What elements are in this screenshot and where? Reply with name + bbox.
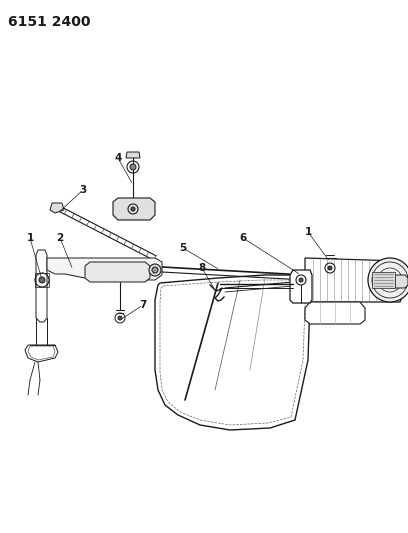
Polygon shape [50,203,64,213]
Polygon shape [372,272,395,288]
Circle shape [39,277,45,283]
Polygon shape [47,258,162,280]
Text: 1: 1 [27,233,33,243]
Text: 6: 6 [239,233,246,243]
Circle shape [71,268,75,272]
Polygon shape [305,258,402,302]
Text: 2: 2 [56,233,64,243]
Circle shape [328,266,332,270]
Polygon shape [305,302,365,324]
Text: 3: 3 [80,185,86,195]
Circle shape [131,207,135,211]
Circle shape [299,278,303,282]
Polygon shape [113,198,155,220]
Text: 6151 2400: 6151 2400 [8,15,91,29]
Circle shape [152,267,158,273]
Polygon shape [126,152,140,158]
Polygon shape [85,262,150,282]
Text: 5: 5 [180,243,186,253]
Circle shape [368,258,408,302]
Text: 8: 8 [198,263,206,273]
Circle shape [149,264,161,276]
Text: 4: 4 [114,153,122,163]
Polygon shape [395,275,408,288]
Polygon shape [290,270,312,303]
Circle shape [118,316,122,320]
Text: 7: 7 [139,300,147,310]
Polygon shape [155,275,310,430]
Circle shape [130,164,136,170]
Polygon shape [36,250,47,322]
Text: 1: 1 [304,227,312,237]
